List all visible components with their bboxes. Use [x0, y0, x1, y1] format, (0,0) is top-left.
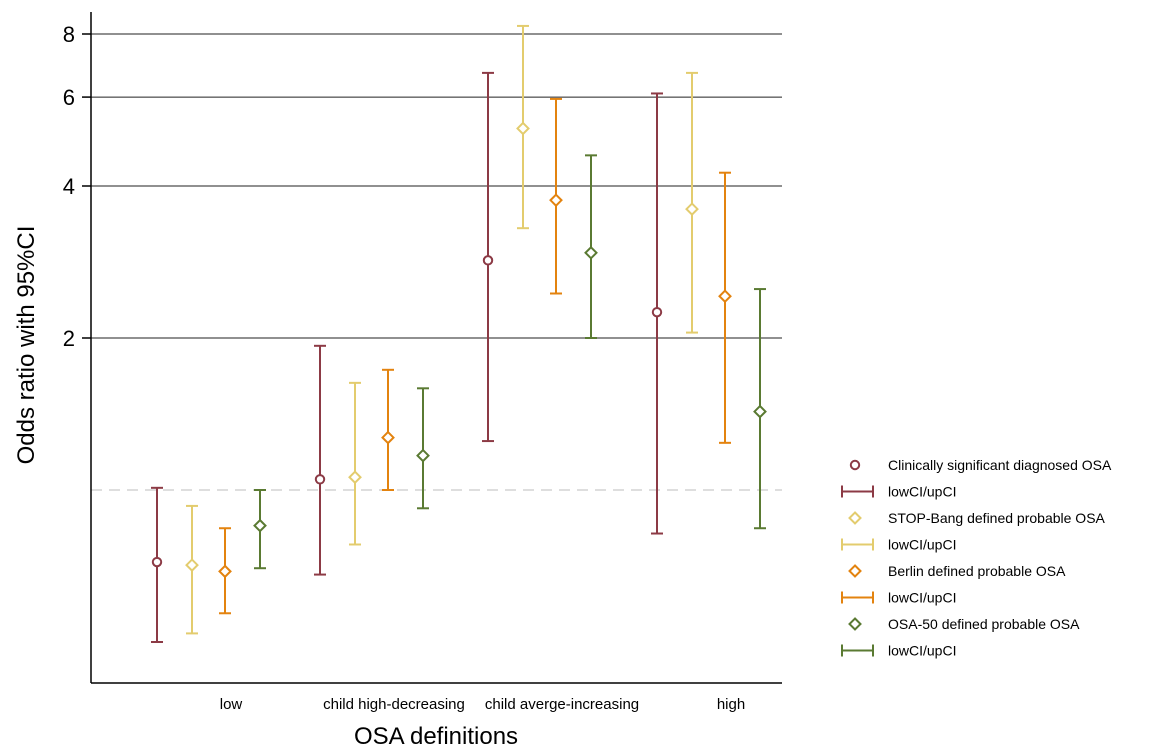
point-estimate-diamond — [416, 448, 430, 463]
legend-label: OSA-50 defined probable OSA — [888, 616, 1080, 632]
legend-marker-diamond — [848, 511, 862, 525]
ci-group — [314, 344, 326, 576]
axes: 2 4 6 8 low child high-decreasing child averge… — [63, 12, 782, 713]
point-estimate-diamond — [549, 193, 563, 208]
point-estimate-diamond — [516, 121, 530, 136]
ci-group — [584, 154, 598, 339]
x-axis-title: OSA definitions — [354, 723, 518, 748]
point-estimate-diamond — [185, 558, 199, 573]
point-estimate-diamond — [381, 430, 395, 445]
ci-group — [151, 486, 163, 643]
x-tick-label: child averge-increasing — [485, 696, 639, 713]
grid-lines — [91, 33, 782, 339]
legend-label: lowCI/upCI — [888, 537, 956, 553]
ci-group — [348, 381, 362, 546]
ci-group — [753, 288, 767, 530]
ci-group — [516, 24, 530, 230]
point-estimate-circle — [314, 474, 326, 485]
legend-marker-circle — [849, 459, 861, 471]
x-tick-label: high — [717, 696, 745, 713]
point-estimate-diamond — [685, 202, 699, 217]
point-estimate-circle — [482, 255, 494, 266]
point-estimate-diamond — [218, 564, 232, 579]
ci-group — [218, 527, 232, 615]
legend-label: Clinically significant diagnosed OSA — [888, 457, 1112, 473]
legend-label: lowCI/upCI — [888, 484, 956, 500]
point-estimate-diamond — [253, 518, 267, 533]
point-estimate-circle — [651, 306, 663, 318]
y-tick-label-6: 6 — [63, 85, 75, 110]
legend-label: lowCI/upCI — [888, 590, 956, 606]
ci-group — [482, 71, 494, 443]
point-estimate-diamond — [348, 470, 362, 485]
ci-group — [416, 387, 430, 510]
point-estimate-diamond — [584, 245, 598, 260]
point-estimate-diamond — [718, 289, 732, 304]
ci-group — [185, 504, 199, 635]
data-marks — [151, 24, 767, 643]
ci-group — [549, 97, 563, 295]
ci-group — [718, 171, 732, 444]
ci-group — [685, 71, 699, 334]
x-tick-label: child high-decreasing — [323, 696, 465, 713]
legend-marker-diamond — [848, 564, 862, 578]
point-estimate-circle — [151, 556, 163, 568]
y-tick-label-2: 2 — [63, 326, 75, 351]
y-tick-label-4: 4 — [63, 174, 75, 199]
ci-group — [253, 489, 267, 570]
y-tick-label-8: 8 — [63, 22, 75, 47]
legend-marker-diamond — [848, 617, 862, 631]
ci-group — [651, 92, 663, 535]
legend-label: STOP-Bang defined probable OSA — [888, 510, 1106, 526]
legend-label: Berlin defined probable OSA — [888, 563, 1066, 579]
legend-label: lowCI/upCI — [888, 643, 956, 659]
ci-group — [381, 368, 395, 491]
y-axis-title: Odds ratio with 95%CI — [13, 226, 40, 465]
legend: Clinically significant diagnosed OSA lowC… — [841, 457, 1112, 659]
point-estimate-diamond — [753, 404, 767, 419]
x-tick-label: low — [220, 696, 243, 713]
